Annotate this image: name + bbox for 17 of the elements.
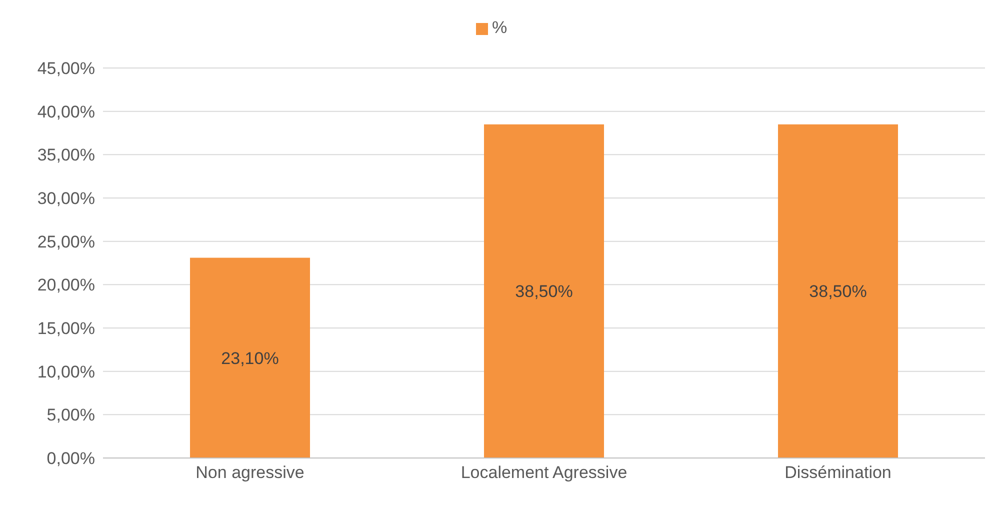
y-tick-label: 5,00% xyxy=(46,406,95,425)
y-tick-label: 20,00% xyxy=(37,276,95,295)
y-tick-label: 40,00% xyxy=(37,102,95,122)
y-tick-label: 25,00% xyxy=(37,232,95,252)
x-tick-label: Dissémination xyxy=(784,463,892,482)
y-tick-label: 30,00% xyxy=(37,189,95,208)
x-tick-label: Localement Agressive xyxy=(460,463,628,482)
data-label: 23,10% xyxy=(221,348,279,368)
y-tick-label: 45,00% xyxy=(37,59,95,78)
data-label: 38,50% xyxy=(809,282,867,302)
x-tick-label: Non agressive xyxy=(196,463,304,482)
y-tick-label: 10,00% xyxy=(37,362,95,382)
y-tick-label: 15,00% xyxy=(37,319,95,338)
data-label: 38,50% xyxy=(515,282,573,302)
legend-label: % xyxy=(492,18,508,37)
y-tick-label: 35,00% xyxy=(37,146,95,165)
y-tick-label: 0,00% xyxy=(46,449,95,468)
